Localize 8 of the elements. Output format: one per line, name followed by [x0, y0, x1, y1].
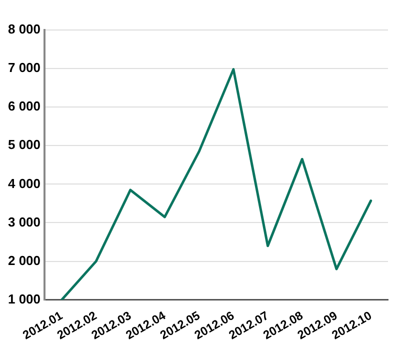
y-tick-label: 7 000 [8, 60, 41, 76]
y-tick-label: 2 000 [8, 252, 41, 268]
y-tick-label: 6 000 [8, 98, 41, 114]
y-tick-label: 1 000 [8, 291, 41, 306]
y-tick-label: 4 000 [8, 176, 41, 191]
y-tick-label: 3 000 [8, 214, 41, 230]
y-tick-label: 8 000 [8, 22, 41, 37]
y-tick-label: 5 000 [8, 137, 41, 152]
